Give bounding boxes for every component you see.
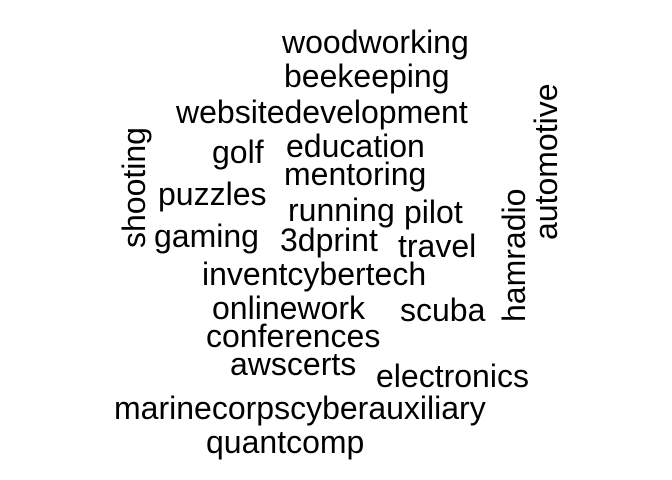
word-pilot: pilot	[404, 194, 463, 230]
word-running: running	[288, 192, 395, 228]
word-shooting: shooting	[116, 127, 152, 248]
word-automotive: automotive	[528, 83, 564, 240]
word-puzzles: puzzles	[158, 176, 267, 212]
word-hamradio: hamradio	[496, 188, 532, 322]
word-conferences: conferences	[206, 318, 381, 354]
word-travel: travel	[398, 228, 477, 264]
word-onlinework: onlinework	[212, 290, 365, 326]
word-scuba: scuba	[400, 292, 486, 328]
word-websitedevelopment: websitedevelopment	[176, 94, 468, 130]
word-mentoring: mentoring	[284, 156, 427, 192]
word-quantcomp: quantcomp	[206, 424, 365, 460]
word-woodworking: woodworking	[282, 24, 469, 60]
word-education: education	[286, 128, 425, 164]
word-beekeeping: beekeeping	[284, 58, 450, 94]
word-marinecorpscyberauxiliary: marinecorpscyberauxiliary	[114, 390, 486, 426]
word-awscerts: awscerts	[230, 346, 357, 382]
word-3dprint: 3dprint	[280, 222, 378, 258]
word-electronics: electronics	[376, 358, 529, 394]
word-golf: golf	[212, 134, 264, 170]
word-inventcybertech: inventcybertech	[202, 256, 427, 292]
word-gaming: gaming	[154, 218, 259, 254]
